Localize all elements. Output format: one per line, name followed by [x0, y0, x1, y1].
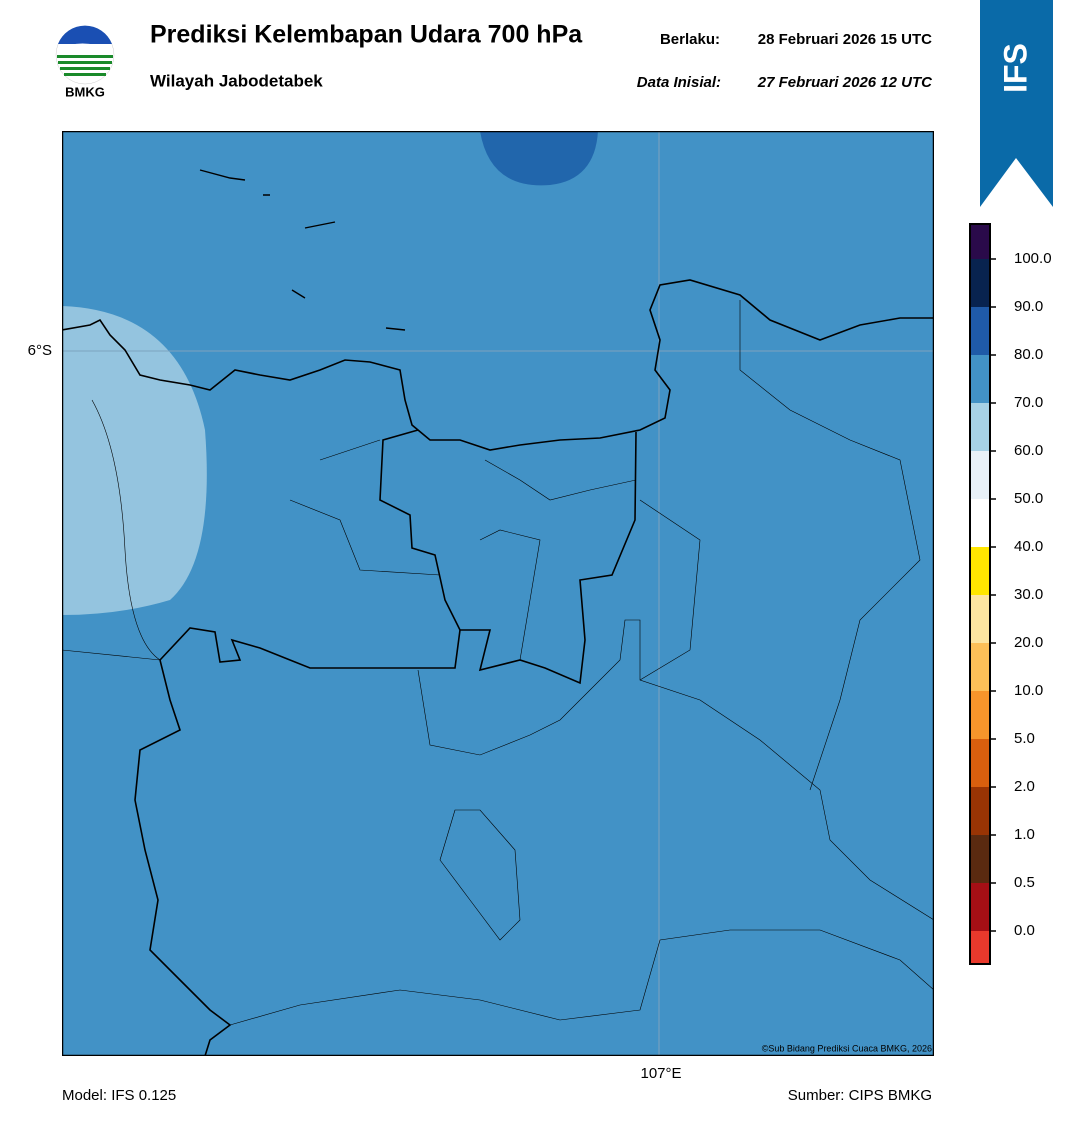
colorbar-frame — [969, 223, 991, 965]
valid-time: 28 Februari 2026 15 UTC — [758, 31, 932, 48]
badge-text: IFS — [997, 43, 1033, 93]
init-label: Data Inisial: — [637, 74, 721, 91]
map — [62, 131, 934, 1056]
colorbar-segment — [970, 224, 990, 259]
colorbar-segment — [970, 547, 990, 595]
colorbar-segment — [970, 307, 990, 355]
colorbar-label: 0.5 — [1014, 874, 1035, 891]
colorbar-segment — [970, 595, 990, 643]
colorbar-label: 60.0 — [1014, 442, 1043, 459]
colorbar-segment — [970, 691, 990, 739]
colorbar-label: 100.0 — [1014, 250, 1052, 267]
colorbar-label: 2.0 — [1014, 778, 1035, 795]
model: Model: IFS 0.125 — [62, 1087, 176, 1104]
colorbar-label: 10.0 — [1014, 682, 1043, 699]
lat-label: 6°S — [28, 342, 52, 359]
colorbar-segment — [970, 787, 990, 835]
colorbar-segment — [970, 643, 990, 691]
colorbar-label: 0.0 — [1014, 922, 1035, 939]
colorbar-label: 90.0 — [1014, 298, 1043, 315]
colorbar-label: 1.0 — [1014, 826, 1035, 843]
colorbar-label: 50.0 — [1014, 490, 1043, 507]
subtitle: Wilayah Jabodetabek — [150, 71, 323, 90]
colorbar-segment — [970, 259, 990, 307]
logo — [55, 25, 115, 85]
colorbar-segment — [970, 499, 990, 547]
source: Sumber: CIPS BMKG — [788, 1087, 932, 1104]
colorbar-segment — [970, 883, 990, 931]
colorbar-label: 80.0 — [1014, 346, 1043, 363]
colorbar-segment — [970, 739, 990, 787]
colorbar-label: 20.0 — [1014, 634, 1043, 651]
colorbar-segment — [970, 403, 990, 451]
colorbar-segment — [970, 355, 990, 403]
colorbar-label: 30.0 — [1014, 586, 1043, 603]
colorbar-segment — [970, 835, 990, 883]
title: Prediksi Kelembapan Udara 700 hPa — [150, 21, 583, 49]
credit: ©Sub Bidang Prediksi Cuaca BMKG, 2026 — [762, 1043, 932, 1053]
colorbar-label: 70.0 — [1014, 394, 1043, 411]
colorbar-label: 40.0 — [1014, 538, 1043, 555]
colorbar: 0.0 0.5 1.0 2.0 5.0 10.0 20.0 30.0 40.0 50.0 60.0 7… — [969, 223, 1052, 965]
colorbar-segment — [970, 931, 990, 964]
valid-label: Berlaku: — [660, 31, 720, 48]
logo-text: BMKG — [65, 84, 105, 99]
init-time: 27 Februari 2026 12 UTC — [757, 74, 933, 91]
badge — [980, 0, 1053, 207]
lon-label: 107°E — [640, 1065, 681, 1082]
colorbar-label: 5.0 — [1014, 730, 1035, 747]
colorbar-segment — [970, 451, 990, 499]
